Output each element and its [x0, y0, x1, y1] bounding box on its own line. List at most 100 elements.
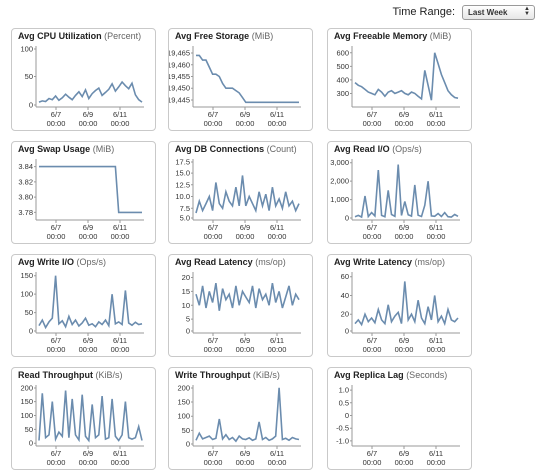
y-tick-label: 0 — [29, 327, 33, 336]
series-line — [195, 387, 300, 443]
x-tick-time: 00:00 — [427, 232, 446, 241]
series-line — [354, 164, 459, 219]
y-tick-label: 5 — [186, 315, 190, 324]
chart-panel-avg-read-latency[interactable]: Avg Read Latency (ms/op) 20 15 10 5 0 6/7 00:00… — [168, 254, 313, 357]
x-tick-date: 6/9 — [240, 223, 250, 232]
x-tick-date: 6/9 — [240, 336, 250, 345]
chart-unit: (ms/op) — [252, 257, 286, 267]
x-tick-time: 00:00 — [47, 458, 66, 467]
chart-title-text: Avg Write Latency — [334, 257, 413, 267]
x-tick-time: 00:00 — [79, 119, 98, 128]
y-tick-label: 150 — [20, 397, 33, 406]
chart-panel-avg-write-latency[interactable]: Avg Write Latency (ms/op) 60 40 20 0 6/7 00:00… — [327, 254, 472, 357]
series-line — [354, 281, 459, 327]
y-tick-label: 19,465 — [169, 49, 190, 58]
y-tick-label: 17.5 — [175, 158, 190, 167]
series-line — [354, 52, 459, 101]
x-tick-time: 00:00 — [111, 119, 130, 128]
chart-title: Avg Freeable Memory (MiB) — [334, 31, 451, 41]
x-tick-date: 6/11 — [270, 110, 284, 119]
x-tick-time: 00:00 — [427, 458, 446, 467]
chart-panel-avg-write-i-o[interactable]: Avg Write I/O (Ops/s) 150 100 50 0 6/7 00:00 6/… — [11, 254, 156, 357]
x-tick-date: 6/7 — [208, 223, 218, 232]
x-tick-date: 6/7 — [367, 110, 377, 119]
x-tick-date: 6/11 — [429, 449, 443, 458]
y-tick-label: 3.80 — [18, 193, 33, 202]
y-tick-label: 100 — [20, 411, 33, 420]
y-tick-label: 50 — [25, 72, 33, 81]
chart-title: Write Throughput (KiB/s) — [175, 370, 280, 380]
chart-title-text: Avg CPU Utilization — [18, 31, 102, 41]
x-tick-date: 6/9 — [399, 449, 409, 458]
x-tick-date: 6/11 — [270, 223, 284, 232]
series-line — [196, 54, 299, 104]
chart-panel-read-throughput[interactable]: Read Throughput (KiB/s) 200 150 100 50 0 6/7 00… — [11, 367, 156, 470]
chart-unit: (Ops/s) — [74, 257, 107, 267]
x-tick-date: 6/11 — [429, 223, 443, 232]
chart-panel-avg-db-connections[interactable]: Avg DB Connections (Count) 17.5 15.0 12.5 10… — [168, 141, 313, 244]
series-line — [38, 80, 143, 103]
y-tick-label: 0 — [29, 101, 33, 110]
y-tick-label: 200 — [177, 384, 190, 393]
y-tick-label: 400 — [336, 75, 349, 84]
y-tick-label: 3.78 — [18, 208, 33, 217]
y-tick-label: 150 — [177, 398, 190, 407]
x-tick-date: 6/9 — [83, 223, 93, 232]
x-tick-time: 00:00 — [79, 458, 98, 467]
y-tick-label: 0.5 — [339, 398, 349, 407]
x-tick-date: 6/9 — [240, 449, 250, 458]
x-tick-date: 6/7 — [51, 223, 61, 232]
y-tick-label: 200 — [20, 384, 33, 393]
chart-panel-avg-free-storage[interactable]: Avg Free Storage (MiB) 19,465 19,460 19,455… — [168, 28, 313, 131]
x-tick-date: 6/11 — [429, 336, 443, 345]
y-tick-label: 300 — [336, 89, 349, 98]
chart-title: Read Throughput (KiB/s) — [18, 370, 123, 380]
x-tick-date: 6/9 — [399, 110, 409, 119]
x-tick-time: 00:00 — [79, 345, 98, 354]
chart-title-text: Avg Freeable Memory — [334, 31, 428, 41]
x-tick-date: 6/11 — [113, 449, 127, 458]
chart-panel-avg-swap-usage[interactable]: Avg Swap Usage (MiB) 3.84 3.82 3.80 3.78 6/7 0… — [11, 141, 156, 244]
x-tick-date: 6/7 — [51, 336, 61, 345]
x-tick-date: 6/9 — [399, 336, 409, 345]
y-tick-label: 10 — [182, 301, 190, 310]
series-line — [39, 165, 142, 214]
chart-title-text: Avg DB Connections — [175, 144, 265, 154]
chart-title-text: Avg Free Storage — [175, 31, 250, 41]
y-tick-label: 19,450 — [169, 84, 190, 93]
x-tick-date: 6/11 — [113, 223, 127, 232]
chart-title-text: Avg Swap Usage — [18, 144, 91, 154]
x-tick-time: 00:00 — [111, 458, 130, 467]
x-tick-time: 00:00 — [363, 458, 382, 467]
x-tick-date: 6/11 — [113, 110, 127, 119]
y-tick-label: 19,445 — [169, 95, 190, 104]
x-tick-time: 00:00 — [268, 345, 287, 354]
x-tick-time: 00:00 — [236, 232, 255, 241]
x-tick-date: 6/9 — [83, 336, 93, 345]
x-tick-date: 6/7 — [367, 336, 377, 345]
y-tick-label: 19,460 — [169, 60, 190, 69]
chart-panel-avg-freeable-memory[interactable]: Avg Freeable Memory (MiB) 600 500 400 300 6/7… — [327, 28, 472, 131]
chart-title: Avg DB Connections (Count) — [175, 144, 297, 154]
chart-panel-avg-replica-lag[interactable]: Avg Replica Lag (Seconds) 1.0 0.5 0 -0.5 -1.0… — [327, 367, 472, 470]
x-tick-time: 00:00 — [236, 345, 255, 354]
chart-plot: 3,0002,0001,00006/700:006/900:006/1100:0… — [330, 158, 460, 241]
chart-unit: (KiB/s) — [250, 370, 280, 380]
time-range-select[interactable]: Last Week ▲ ▼ — [462, 4, 535, 20]
x-tick-date: 6/7 — [208, 449, 218, 458]
x-tick-time: 00:00 — [236, 458, 255, 467]
chart-panel-avg-cpu-utilization[interactable]: Avg CPU Utilization (Percent) 100 50 0 6/7 00… — [11, 28, 156, 131]
x-tick-date: 6/9 — [399, 223, 409, 232]
x-tick-date: 6/7 — [367, 223, 377, 232]
chart-title: Avg CPU Utilization (Percent) — [18, 31, 141, 41]
chart-panel-avg-read-i-o[interactable]: Avg Read I/O (Ops/s) 3,000 2,000 1,000 0 6/7 0… — [327, 141, 472, 244]
chart-title: Avg Free Storage (MiB) — [175, 31, 273, 41]
series-line — [38, 275, 143, 330]
x-tick-date: 6/7 — [51, 449, 61, 458]
y-tick-label: 50 — [25, 308, 33, 317]
chart-panel-write-throughput[interactable]: Write Throughput (KiB/s) 200 150 100 50 0 6/7 0… — [168, 367, 313, 470]
y-tick-label: 0 — [345, 411, 349, 420]
